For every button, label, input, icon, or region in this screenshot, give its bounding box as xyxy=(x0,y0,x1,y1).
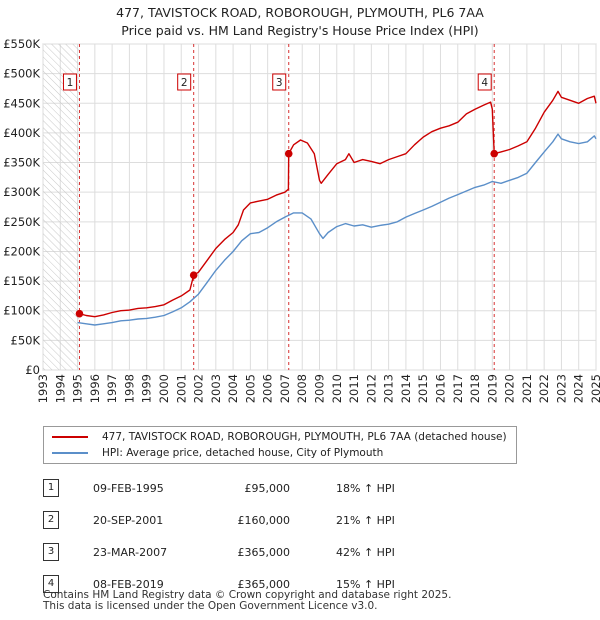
sale-point xyxy=(490,149,499,158)
sale-point xyxy=(189,271,198,279)
legend-item-property: 477, TAVISTOCK ROAD, ROBOROUGH, PLYMOUTH… xyxy=(52,429,507,445)
x-tick-label: 2010 xyxy=(330,374,344,403)
sale-label-number: 3 xyxy=(276,77,283,89)
sale-label-box xyxy=(177,73,192,91)
sale-label-box xyxy=(477,73,492,91)
y-tick-label: £200K xyxy=(3,244,40,258)
sale-price: £365,000 xyxy=(237,577,291,591)
sale-number-badge: 3 xyxy=(43,543,59,561)
y-tick-label: £500K xyxy=(3,67,40,81)
x-tick-label: 2016 xyxy=(433,374,447,403)
sale-label-box xyxy=(272,73,287,91)
x-tick-label: 1997 xyxy=(105,374,119,403)
sale-point xyxy=(284,149,293,158)
x-tick-label: 2008 xyxy=(295,374,309,403)
legend-swatch-property xyxy=(52,436,88,438)
sales-table: 1 09-FEB-1995 £95,000 18% ↑ HPI 2 20-SEP… xyxy=(43,472,456,600)
x-tick-label: 2012 xyxy=(364,374,378,403)
sale-hpi-change: 18% ↑ HPI xyxy=(336,481,395,495)
x-tick-label: 1996 xyxy=(88,374,102,403)
property-series-line xyxy=(79,90,597,318)
x-tick-label: 2009 xyxy=(313,374,327,403)
x-tick-label: 2015 xyxy=(416,374,430,403)
x-tick-label: 2006 xyxy=(261,374,275,403)
chart-title: 477, TAVISTOCK ROAD, ROBOROUGH, PLYMOUTH… xyxy=(0,4,600,40)
x-tick-label: 2020 xyxy=(503,374,517,403)
y-tick-label: £550K xyxy=(3,37,40,51)
x-tick-label: 2021 xyxy=(520,374,534,403)
pre-data-hatch-area xyxy=(43,44,80,370)
sale-number-badge: 4 xyxy=(43,575,59,593)
footer-line-1: Contains HM Land Registry data © Crown c… xyxy=(43,589,452,601)
legend-item-hpi: HPI: Average price, detached house, City… xyxy=(52,445,383,461)
chart-title-line-2: Price paid vs. HM Land Registry's House … xyxy=(121,23,479,38)
sale-date: 08-FEB-2019 xyxy=(93,577,164,591)
sale-price: £160,000 xyxy=(237,513,291,527)
x-tick-label: 2004 xyxy=(226,374,240,403)
y-tick-label: £150K xyxy=(3,274,40,288)
x-tick-label: 2002 xyxy=(192,374,206,403)
price-chart: £0 £50K £100K £150K £200K £250K £300K £350K £400… xyxy=(3,37,600,403)
sale-label-number: 2 xyxy=(181,77,188,89)
y-tick-label: £0 xyxy=(25,363,40,377)
sales-table-row: 1 09-FEB-1995 £95,000 18% ↑ HPI xyxy=(43,472,456,504)
sale-number-badge: 1 xyxy=(43,479,59,497)
x-tick-label: 2024 xyxy=(572,374,586,403)
y-tick-label: £250K xyxy=(3,215,40,229)
hpi-series-line xyxy=(77,133,597,326)
y-tick-label: £300K xyxy=(3,185,40,199)
y-tick-label: £50K xyxy=(11,333,41,347)
x-tick-label: 2011 xyxy=(347,374,361,403)
y-tick-label: £350K xyxy=(3,156,40,170)
x-tick-label: 2003 xyxy=(209,374,223,403)
chart-title-line-1: 477, TAVISTOCK ROAD, ROBOROUGH, PLYMOUTH… xyxy=(116,5,484,20)
x-tick-label: 2017 xyxy=(451,374,465,403)
sale-label-box xyxy=(62,73,77,91)
sale-label-number: 4 xyxy=(481,77,488,89)
x-tick-label: 2022 xyxy=(537,374,551,403)
y-tick-label: £400K xyxy=(3,126,40,140)
sale-date: 09-FEB-1995 xyxy=(93,481,164,495)
x-tick-label: 2025 xyxy=(589,374,600,403)
sale-date: 23-MAR-2007 xyxy=(93,545,168,559)
x-tick-label: 1993 xyxy=(36,374,50,403)
legend-label-hpi: HPI: Average price, detached house, City… xyxy=(102,447,384,459)
sales-table-row: 2 20-SEP-2001 £160,000 21% ↑ HPI xyxy=(43,504,456,536)
x-tick-label: 1994 xyxy=(53,374,67,403)
sale-price: £365,000 xyxy=(237,545,291,559)
x-tick-label: 2007 xyxy=(278,374,292,403)
sale-number-badge: 2 xyxy=(43,511,59,529)
sale-hpi-change: 15% ↑ HPI xyxy=(336,577,395,591)
x-tick-label: 2005 xyxy=(243,374,257,403)
sale-label-number: 1 xyxy=(67,77,74,89)
sale-date: 20-SEP-2001 xyxy=(93,513,164,527)
x-tick-label: 2000 xyxy=(157,374,171,403)
y-tick-label: £450K xyxy=(3,96,40,110)
y-tick-label: £100K xyxy=(3,304,40,318)
sale-hpi-change: 42% ↑ HPI xyxy=(336,545,395,559)
sale-point xyxy=(75,309,84,318)
legend-swatch-hpi xyxy=(52,452,88,454)
x-tick-label: 1998 xyxy=(122,374,136,403)
x-tick-label: 2014 xyxy=(399,374,413,403)
x-tick-label: 1999 xyxy=(140,374,154,403)
sales-table-row: 3 23-MAR-2007 £365,000 42% ↑ HPI xyxy=(43,536,456,568)
footer-line-2: This data is licensed under the Open Gov… xyxy=(43,600,378,612)
sales-table-row: 4 08-FEB-2019 £365,000 15% ↑ HPI xyxy=(43,568,456,600)
sale-hpi-change: 21% ↑ HPI xyxy=(336,513,395,527)
x-tick-label: 1995 xyxy=(71,374,85,403)
x-tick-label: 2018 xyxy=(468,374,482,403)
x-tick-label: 2001 xyxy=(174,374,188,403)
chart-legend: 477, TAVISTOCK ROAD, ROBOROUGH, PLYMOUTH… xyxy=(43,426,517,464)
sale-price: £95,000 xyxy=(244,481,291,495)
footer-attribution: Contains HM Land Registry data © Crown c… xyxy=(43,590,451,612)
x-tick-label: 2023 xyxy=(554,374,568,403)
x-tick-label: 2019 xyxy=(485,374,499,403)
legend-label-property: 477, TAVISTOCK ROAD, ROBOROUGH, PLYMOUTH… xyxy=(102,431,507,443)
x-tick-label: 2013 xyxy=(382,374,396,403)
